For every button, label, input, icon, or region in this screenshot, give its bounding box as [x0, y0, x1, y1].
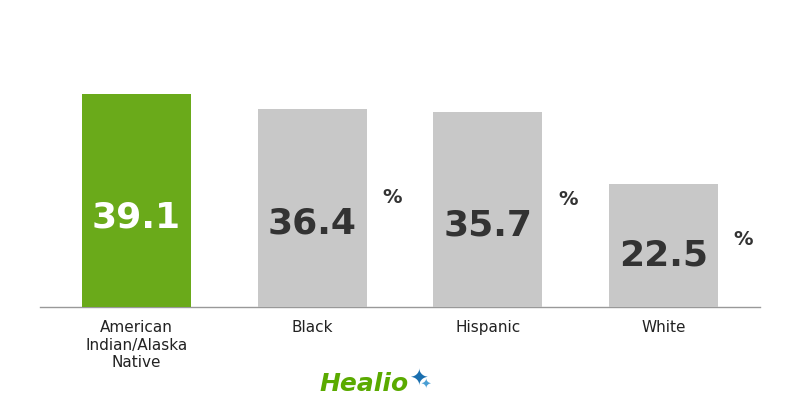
Text: %: %: [382, 188, 402, 207]
Text: %: %: [734, 230, 753, 249]
Text: ✦: ✦: [420, 379, 431, 392]
Text: 22.5: 22.5: [619, 238, 708, 272]
Text: %: %: [207, 180, 226, 199]
Bar: [82, 94, 191, 307]
Text: %: %: [558, 190, 578, 209]
Bar: [609, 184, 718, 307]
Bar: [434, 113, 542, 307]
Text: Prevalence of severe joint pain among adults with arthritis:: Prevalence of severe joint pain among ad…: [71, 21, 729, 41]
Text: ✦: ✦: [409, 370, 428, 390]
Text: 35.7: 35.7: [443, 208, 532, 242]
Text: 36.4: 36.4: [268, 206, 357, 240]
Text: 39.1: 39.1: [92, 200, 181, 234]
Bar: [258, 108, 366, 307]
Text: Healio: Healio: [319, 372, 409, 396]
